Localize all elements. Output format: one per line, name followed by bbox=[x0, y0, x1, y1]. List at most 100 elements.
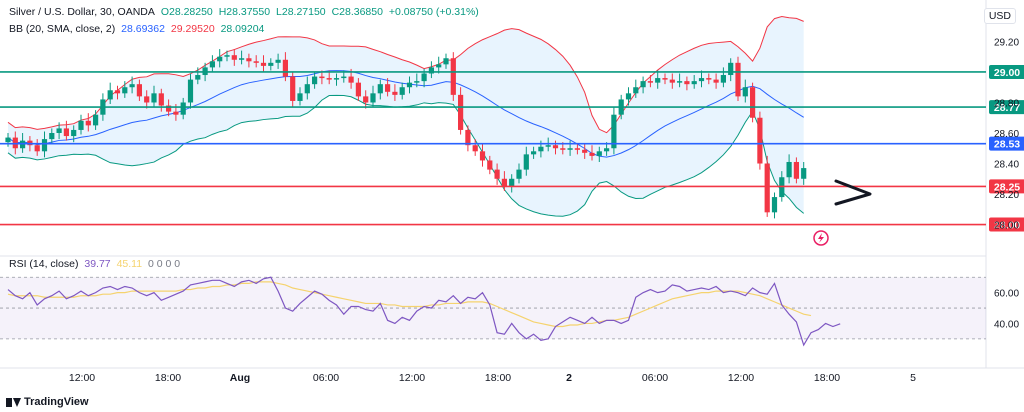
rsi-label: RSI (14, close) bbox=[9, 258, 79, 270]
candle-body bbox=[669, 79, 675, 83]
candle-body bbox=[348, 76, 354, 83]
candle-body bbox=[450, 58, 456, 95]
candle-body bbox=[136, 84, 142, 97]
candle-body bbox=[501, 178, 507, 187]
candle-body bbox=[414, 81, 420, 83]
candle-body bbox=[341, 76, 347, 79]
candle-body bbox=[114, 90, 121, 94]
candle-body bbox=[801, 168, 807, 179]
candle-body bbox=[5, 137, 11, 143]
time-tick-label: 12:00 bbox=[728, 372, 754, 384]
candle-body bbox=[771, 197, 778, 213]
candle-body bbox=[662, 78, 668, 80]
candle-body bbox=[224, 55, 230, 57]
candle-body bbox=[333, 78, 340, 80]
candle-body bbox=[465, 129, 471, 146]
level-tag-28.00 bbox=[989, 217, 1024, 232]
candle-body bbox=[195, 75, 201, 80]
level-tag-29.00 bbox=[989, 64, 1024, 79]
price-tick-label: 29.20 bbox=[994, 37, 1019, 48]
candle-body bbox=[355, 82, 361, 97]
bb-legend: BB (20, SMA, close, 2) 28.69362 29.29520… bbox=[9, 23, 267, 36]
price-tick-label: 28.20 bbox=[994, 190, 1019, 201]
candle-body bbox=[239, 58, 245, 60]
symbol-title: Silver / U.S. Dollar, 30, OANDA bbox=[9, 6, 155, 18]
candle-body bbox=[326, 78, 332, 80]
candle-body bbox=[757, 117, 763, 164]
candle-body bbox=[71, 129, 77, 137]
candle-body bbox=[472, 145, 478, 152]
tradingview-brand: TradingView bbox=[6, 396, 89, 408]
rsi-value: 39.77 bbox=[84, 258, 111, 270]
currency-button[interactable]: USD bbox=[983, 8, 1016, 24]
candle-body bbox=[166, 105, 172, 112]
price-tick-label: 28.40 bbox=[994, 160, 1019, 171]
bb-upper-line bbox=[7, 16, 804, 134]
candle-body bbox=[567, 148, 573, 150]
candle-body bbox=[633, 87, 639, 94]
bb-mid-value: 28.69362 bbox=[121, 23, 165, 35]
candle-body bbox=[297, 93, 303, 101]
close-value: C28.36850 bbox=[331, 6, 383, 18]
tradingview-logo-icon bbox=[6, 397, 21, 407]
candle-body bbox=[611, 114, 617, 149]
candle-body bbox=[589, 152, 595, 156]
candle-body bbox=[436, 64, 442, 68]
candle-body bbox=[187, 79, 194, 103]
candle-body bbox=[49, 133, 55, 140]
candle-body bbox=[625, 93, 632, 100]
candle-body bbox=[728, 62, 734, 76]
candle-body bbox=[56, 128, 62, 133]
candle-body bbox=[268, 62, 274, 66]
candle-body bbox=[538, 146, 544, 152]
candle-body bbox=[458, 94, 464, 130]
bb-upper-value: 29.29520 bbox=[170, 23, 215, 35]
candle-body bbox=[253, 61, 259, 63]
candle-body bbox=[129, 84, 135, 88]
candle-body bbox=[151, 93, 157, 103]
change-value: +0.08750 (+0.31%) bbox=[388, 6, 479, 18]
candle-body bbox=[41, 139, 48, 152]
level-label-28.00: 28.00 bbox=[994, 220, 1020, 232]
candle-body bbox=[282, 59, 288, 77]
candle-body bbox=[574, 148, 580, 150]
candle-body bbox=[180, 102, 186, 115]
rsi-legend: RSI (14, close) 39.77 45.11 0 0 0 0 bbox=[9, 258, 183, 271]
rsi-ma-line bbox=[7, 281, 812, 328]
time-tick-label: 18:00 bbox=[814, 372, 840, 384]
candle-body bbox=[406, 82, 413, 88]
candle-body bbox=[392, 91, 398, 95]
candle-body bbox=[582, 149, 588, 153]
open-value: O28.28250 bbox=[160, 6, 213, 18]
price-tick-label: 28.60 bbox=[994, 129, 1019, 140]
candle-body bbox=[428, 67, 434, 74]
candle-body bbox=[370, 93, 376, 103]
candle-body bbox=[764, 163, 770, 213]
time-tick-label: 12:00 bbox=[399, 372, 425, 384]
level-label-28.25: 28.25 bbox=[994, 181, 1020, 193]
candle-body bbox=[85, 120, 91, 126]
candle-body bbox=[494, 169, 500, 179]
time-tick-label: 12:00 bbox=[69, 372, 95, 384]
price-tick-label: 28.80 bbox=[994, 98, 1019, 109]
time-tick-label: 18:00 bbox=[155, 372, 181, 384]
candle-body bbox=[487, 160, 493, 170]
bb-fill bbox=[8, 16, 804, 217]
candle-body bbox=[560, 148, 566, 150]
arrow-icon bbox=[834, 179, 872, 206]
candle-body bbox=[479, 151, 486, 161]
lightning-icon bbox=[818, 233, 824, 243]
candle-body bbox=[531, 151, 537, 155]
rsi-tick-label: 40.00 bbox=[994, 319, 1019, 330]
candle-body bbox=[385, 84, 391, 92]
candle-body bbox=[290, 76, 296, 101]
candle-body bbox=[107, 90, 113, 100]
rsi-tick-label: 60.00 bbox=[994, 289, 1019, 300]
symbol-legend: Silver / U.S. Dollar, 30, OANDA O28.2825… bbox=[9, 6, 482, 19]
candle-body bbox=[720, 75, 726, 83]
candle-body bbox=[655, 78, 661, 83]
candle-body bbox=[275, 59, 281, 63]
candle-body bbox=[604, 148, 610, 152]
time-tick-label: 2 bbox=[566, 372, 572, 384]
